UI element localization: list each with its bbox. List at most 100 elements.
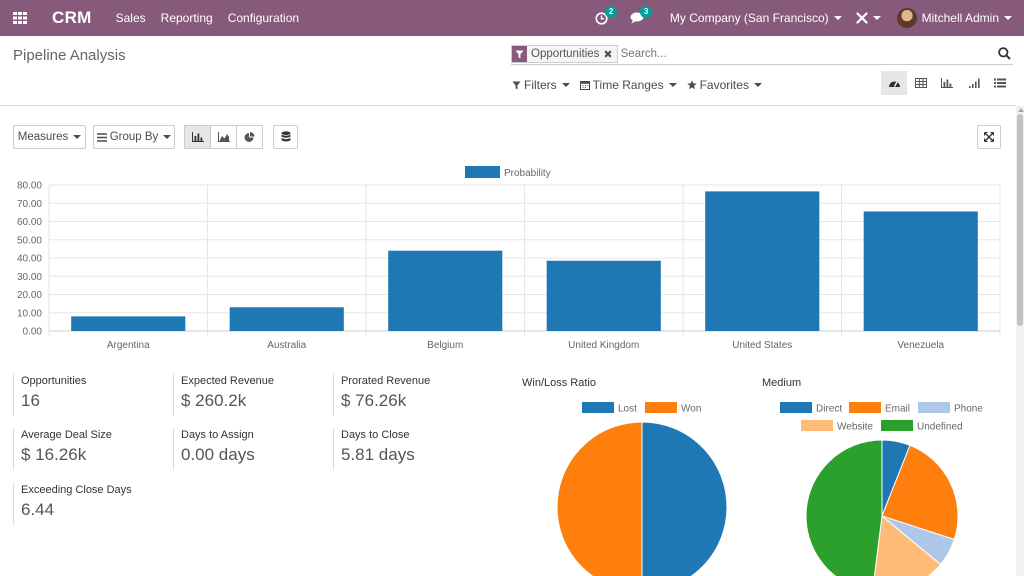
stat-value: 6.44 [21, 500, 55, 519]
stat-exceeding-close-days[interactable]: Exceeding Close Days 6.44 [13, 483, 132, 525]
pie-slice-won[interactable] [556, 421, 643, 576]
chevron-down-icon [872, 16, 881, 20]
menu-reporting[interactable]: Reporting [160, 11, 213, 25]
stat-label: Expected Revenue [181, 375, 274, 387]
legend-item-website[interactable]: Website [801, 420, 873, 433]
avatar [896, 8, 917, 28]
dashboard-view-button[interactable] [881, 71, 907, 95]
graph-view-button[interactable] [934, 71, 960, 95]
user-menu[interactable]: Mitchell Admin [896, 8, 1012, 28]
stat-average-deal-size[interactable]: Average Deal Size $ 16.26k [13, 428, 112, 470]
stat-value: $ 260.2k [181, 391, 247, 410]
stat-label: Exceeding Close Days [21, 484, 132, 496]
company-switcher[interactable]: My Company (San Francisco) [670, 11, 842, 25]
filters-button[interactable]: Filters [512, 78, 570, 92]
remove-facet-icon[interactable]: ✖ [603, 48, 613, 61]
pie-chart-button[interactable] [236, 125, 263, 149]
favorites-button[interactable]: Favorites [686, 78, 762, 92]
stat-label: Days to Close [341, 429, 410, 441]
stat-days-to-assign[interactable]: Days to Assign 0.00 days [173, 428, 255, 470]
pie-chart-icon [244, 131, 255, 142]
measures-label: Measures [17, 131, 69, 143]
win-loss-title: Win/Loss Ratio [522, 377, 596, 389]
pie-slice-lost[interactable] [641, 421, 728, 576]
bar-australia[interactable] [229, 307, 344, 331]
stat-value: 0.00 days [181, 445, 255, 464]
search-facet: Opportunities ✖ [511, 45, 618, 63]
favorites-label: Favorites [699, 78, 749, 92]
line-chart-button[interactable] [210, 125, 237, 149]
stat-prorated-revenue[interactable]: Prorated Revenue $ 76.26k [333, 374, 430, 416]
bar-chart-icon [191, 132, 204, 142]
menu-sales[interactable]: Sales [115, 11, 146, 25]
medium-pie-chart: Direct Email Phone Website Undefined [780, 402, 983, 576]
apps-menu-button[interactable] [0, 0, 40, 36]
legend-label: Email [885, 404, 910, 415]
messages-menu[interactable]: 3 [630, 6, 653, 24]
stat-value: 5.81 days [341, 445, 415, 464]
stacked-toggle-button[interactable] [273, 125, 298, 149]
bar-united-states[interactable] [705, 191, 820, 331]
stat-label: Days to Assign [181, 429, 254, 441]
legend-label: Website [837, 422, 873, 433]
legend-swatch [465, 166, 500, 178]
control-panel: Pipeline Analysis Opportunities ✖ Filter… [0, 36, 1016, 106]
x-tick-label: United States [732, 340, 792, 351]
pie-slice-email[interactable] [881, 444, 959, 541]
bar-argentina[interactable] [71, 316, 186, 331]
time-ranges-button[interactable]: Time Ranges [579, 78, 677, 92]
cohort-view-button[interactable] [961, 71, 987, 95]
chevron-down-icon [1004, 16, 1012, 20]
stat-expected-revenue[interactable]: Expected Revenue $ 260.2k [173, 374, 274, 416]
pie-slice-undefined[interactable] [805, 439, 883, 576]
table-icon [914, 78, 927, 88]
search-icon[interactable] [998, 47, 1011, 63]
y-tick-label: 50.00 [17, 235, 42, 246]
activity-menu[interactable]: 2 [595, 5, 618, 25]
bar-venezuela[interactable] [863, 211, 978, 331]
chart-type-switcher [184, 125, 263, 149]
bar-chart-button[interactable] [184, 125, 211, 149]
legend-item-lost[interactable]: Lost [582, 402, 637, 415]
scroll-up-arrow-icon[interactable] [1017, 108, 1024, 112]
pie-slice-website[interactable] [872, 515, 942, 576]
clock-icon [595, 11, 608, 25]
search-input[interactable] [620, 48, 981, 60]
pivot-view-button[interactable] [908, 71, 934, 95]
group-by-dropdown[interactable]: Group By [93, 125, 175, 149]
medium-title: Medium [762, 377, 802, 389]
measures-dropdown[interactable]: Measures [13, 125, 86, 149]
calendar-icon [579, 81, 590, 90]
stat-label: Opportunities [21, 375, 87, 387]
bar-belgium[interactable] [388, 250, 503, 331]
bar-united-kingdom[interactable] [546, 260, 661, 331]
legend-item-phone[interactable]: Phone [918, 402, 983, 415]
legend-swatch [881, 420, 913, 431]
messages-count-badge: 3 [639, 6, 653, 18]
bug-tools-icon [856, 12, 868, 24]
filters-label: Filters [524, 78, 557, 92]
stat-label: Average Deal Size [21, 429, 112, 441]
y-tick-label: 20.00 [17, 290, 42, 301]
menu-configuration[interactable]: Configuration [227, 11, 300, 25]
x-tick-label: United Kingdom [568, 340, 639, 351]
legend-item-won[interactable]: Won [645, 402, 701, 415]
chart-legend[interactable]: Probability [465, 166, 551, 179]
stat-days-to-close[interactable]: Days to Close 5.81 days [333, 428, 415, 470]
signal-icon [968, 78, 980, 88]
legend-item-direct[interactable]: Direct [780, 402, 842, 415]
scrollbar-thumb[interactable] [1017, 114, 1023, 326]
list-view-button[interactable] [987, 71, 1013, 95]
expand-button[interactable] [977, 125, 1001, 149]
y-tick-label: 60.00 [17, 217, 42, 228]
area-chart-icon [217, 132, 230, 142]
page-scrollbar[interactable] [1016, 106, 1024, 576]
page-title: Pipeline Analysis [13, 47, 126, 64]
legend-item-email[interactable]: Email [849, 402, 910, 415]
apps-grid-icon [13, 12, 27, 24]
debug-menu[interactable] [856, 12, 881, 24]
legend-item-undefined[interactable]: Undefined [881, 420, 963, 433]
app-brand[interactable]: CRM [52, 8, 92, 27]
stat-opportunities[interactable]: Opportunities 16 [13, 374, 86, 416]
bar-chart-svg: Probability 0.00 10.00 20.00 30.00 40.00 50.00… [17, 166, 1001, 351]
